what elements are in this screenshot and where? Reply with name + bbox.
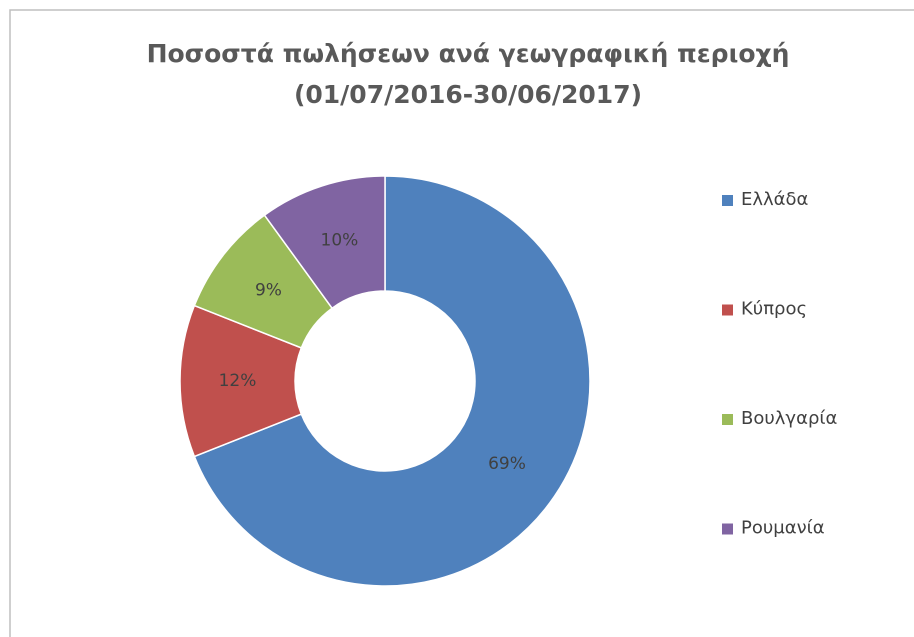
- legend-swatch: [722, 195, 733, 206]
- data-label: 69%: [488, 454, 526, 474]
- donut-segment: [193, 175, 591, 587]
- legend-swatch: [722, 304, 733, 316]
- legend-label: Κύπρος: [741, 299, 807, 320]
- legend-label: Ρουμανία: [741, 518, 825, 539]
- donut-segment: [263, 175, 386, 310]
- legend-label: Βουλγαρία: [741, 408, 837, 429]
- legend-label: Ελλάδα: [741, 189, 808, 210]
- legend-swatch: [722, 414, 733, 425]
- legend-swatch: [722, 523, 733, 535]
- chart-title: Ποσοστά πωλήσεων ανά γεωγραφική περιοχή: [147, 39, 790, 68]
- data-label: 10%: [321, 231, 359, 251]
- data-label: 12%: [219, 371, 257, 391]
- chart-subtitle: (01/07/2016-30/06/2017): [294, 80, 642, 109]
- data-label: 9%: [255, 281, 282, 301]
